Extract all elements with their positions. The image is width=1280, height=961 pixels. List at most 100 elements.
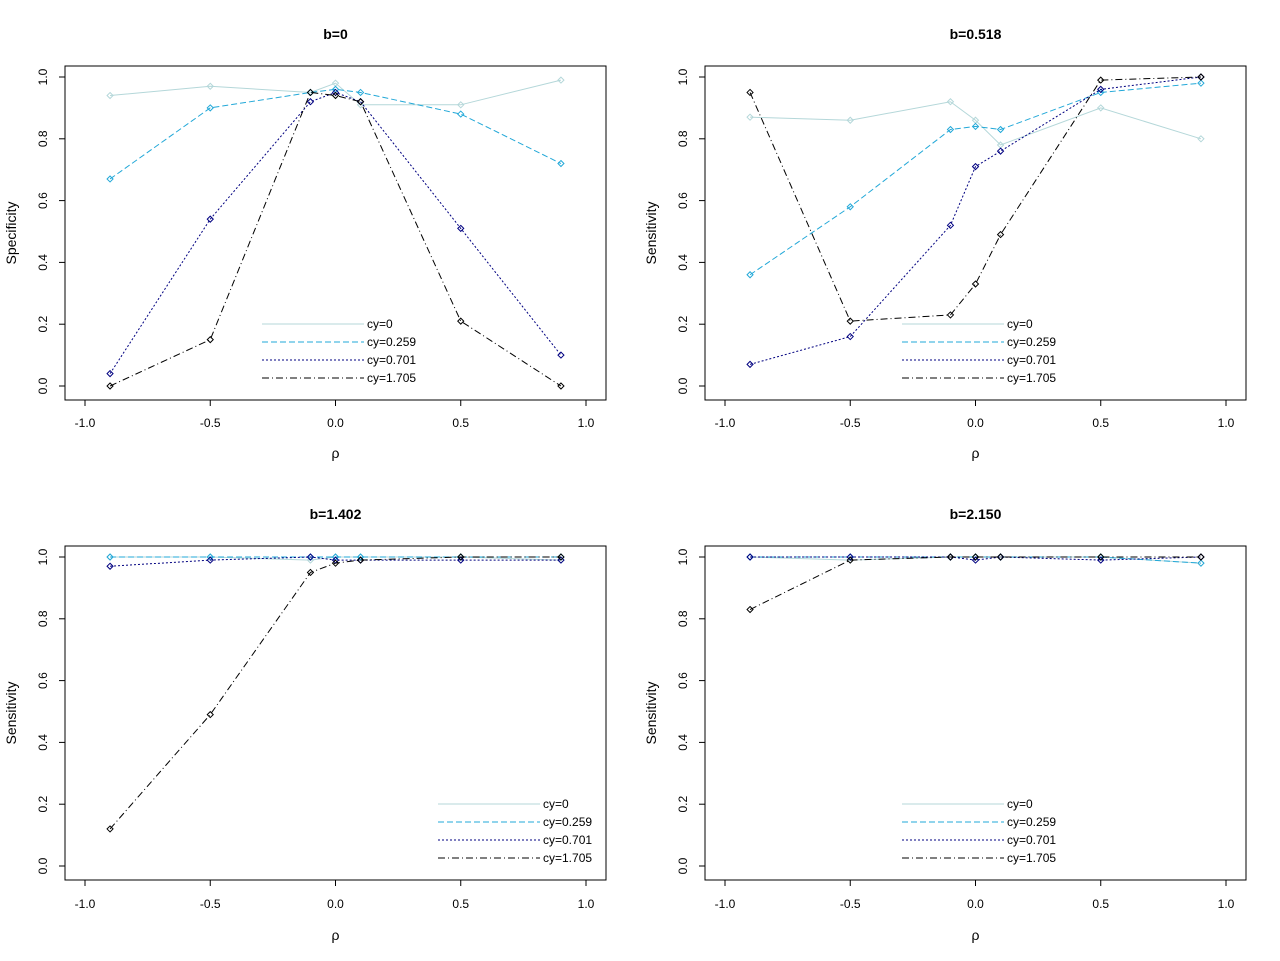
data-point: [746, 113, 754, 121]
plot-frame: [704, 545, 1247, 881]
y-tick-label: 0.4: [36, 254, 50, 271]
y-tick-label: 0.2: [36, 796, 50, 813]
data-point: [306, 98, 315, 106]
y-tick-label: 0.8: [676, 610, 690, 627]
x-tick-label: -1.0: [715, 897, 736, 911]
data-point: [846, 556, 854, 564]
series-line-4: [109, 91, 562, 387]
x-tick-label: -0.5: [200, 416, 221, 430]
data-point: [106, 553, 114, 561]
y-tick-label: 1.0: [36, 68, 50, 85]
data-point: [106, 825, 114, 833]
plot-frame: [64, 545, 607, 881]
data-point: [356, 88, 365, 97]
series-line-2: [109, 88, 562, 180]
data-point: [946, 553, 955, 561]
legend-label: cy=0.259: [367, 335, 416, 349]
x-tick-label: 0.0: [327, 897, 344, 911]
y-axis-label: Sensitivity: [643, 681, 659, 744]
series-line-4: [749, 556, 1201, 610]
legend-label: cy=1.705: [1007, 371, 1056, 385]
data-point: [846, 116, 854, 124]
data-point: [106, 175, 114, 183]
legend-label: cy=0.259: [1007, 815, 1056, 829]
legend-label: cy=0.701: [1007, 353, 1056, 367]
data-point: [996, 125, 1005, 134]
panel-1: b=0 -1.0 -0.5 0.0 0.5 1.0 ρ 0.0 0.2 0.4 0.6 0.8 1.0 S…: [3, 26, 607, 461]
series-line-2: [749, 82, 1201, 276]
x-axis-label: ρ: [332, 445, 340, 461]
data-point: [1197, 553, 1205, 561]
x-tick-label: 0.5: [452, 897, 469, 911]
data-point: [1197, 73, 1205, 81]
y-tick-label: 0.4: [676, 254, 690, 271]
data-point: [557, 382, 565, 390]
data-point: [106, 382, 114, 390]
legend-label: cy=0: [1007, 797, 1033, 811]
legend-label: cy=0.701: [1007, 833, 1056, 847]
data-point: [557, 159, 565, 168]
data-point: [971, 556, 980, 564]
data-point: [306, 88, 315, 97]
data-point: [331, 559, 340, 567]
data-point: [206, 710, 214, 719]
data-point: [206, 104, 214, 112]
data-point: [457, 110, 465, 118]
legend-label: cy=0: [367, 317, 393, 331]
data-point: [946, 98, 955, 106]
data-point: [746, 88, 754, 97]
panel-4: b=2.150 -1.0 -0.5 0.0 0.5 1.0 ρ 0.0 0.2 0.4 0.6 0.8…: [643, 506, 1247, 943]
x-tick-label: 0.5: [452, 416, 469, 430]
data-point: [996, 553, 1005, 561]
data-point: [946, 125, 955, 134]
x-tick-label: -1.0: [75, 416, 96, 430]
data-point: [971, 122, 980, 131]
data-point: [846, 332, 854, 341]
legend-label: cy=0: [1007, 317, 1033, 331]
y-tick-label: 0.4: [676, 734, 690, 751]
series-line-1: [110, 79, 562, 106]
y-tick-label: 0.0: [676, 377, 690, 394]
data-point: [746, 360, 754, 369]
y-tick-label: 0.8: [676, 130, 690, 147]
y-axis-label: Specificity: [3, 201, 19, 264]
x-axis-label: ρ: [972, 927, 980, 943]
panel-title: b=1.402: [310, 506, 362, 522]
y-tick-label: 0.8: [36, 610, 50, 627]
legend-label: cy=0: [543, 797, 569, 811]
data-point: [971, 280, 980, 288]
legend-label: cy=0.259: [543, 815, 592, 829]
data-point: [1197, 135, 1205, 143]
data-point: [206, 82, 214, 90]
legend-label: cy=0.701: [543, 833, 592, 847]
y-tick-label: 1.0: [676, 548, 690, 565]
data-point: [971, 553, 980, 561]
data-point: [106, 91, 114, 100]
data-point: [996, 230, 1005, 239]
data-point: [106, 369, 114, 378]
x-axis-label: ρ: [332, 927, 340, 943]
y-tick-label: 0.2: [676, 796, 690, 813]
y-tick-label: 0.6: [36, 192, 50, 209]
data-point: [946, 221, 955, 230]
data-point: [557, 76, 565, 84]
data-point: [106, 562, 114, 570]
data-point: [1197, 79, 1205, 87]
data-point: [746, 553, 754, 561]
x-tick-label: 0.5: [1092, 416, 1109, 430]
data-point: [1097, 76, 1105, 84]
panel-2: b=0.518 -1.0 -0.5 0.0 0.5 1.0 ρ 0.0 0.2 0.4 0.6 0.8…: [643, 26, 1247, 461]
data-point: [457, 317, 465, 325]
data-point: [971, 162, 980, 171]
data-point: [306, 553, 315, 561]
data-point: [846, 553, 854, 561]
series-line-4: [109, 556, 561, 830]
y-tick-label: 0.2: [36, 316, 50, 333]
data-point: [1097, 85, 1105, 94]
data-point: [746, 605, 754, 614]
data-point: [457, 553, 465, 561]
x-tick-label: 1.0: [578, 897, 595, 911]
y-tick-label: 0.6: [676, 192, 690, 209]
legend-label: cy=0.259: [1007, 335, 1056, 349]
legend-label: cy=1.705: [1007, 851, 1056, 865]
